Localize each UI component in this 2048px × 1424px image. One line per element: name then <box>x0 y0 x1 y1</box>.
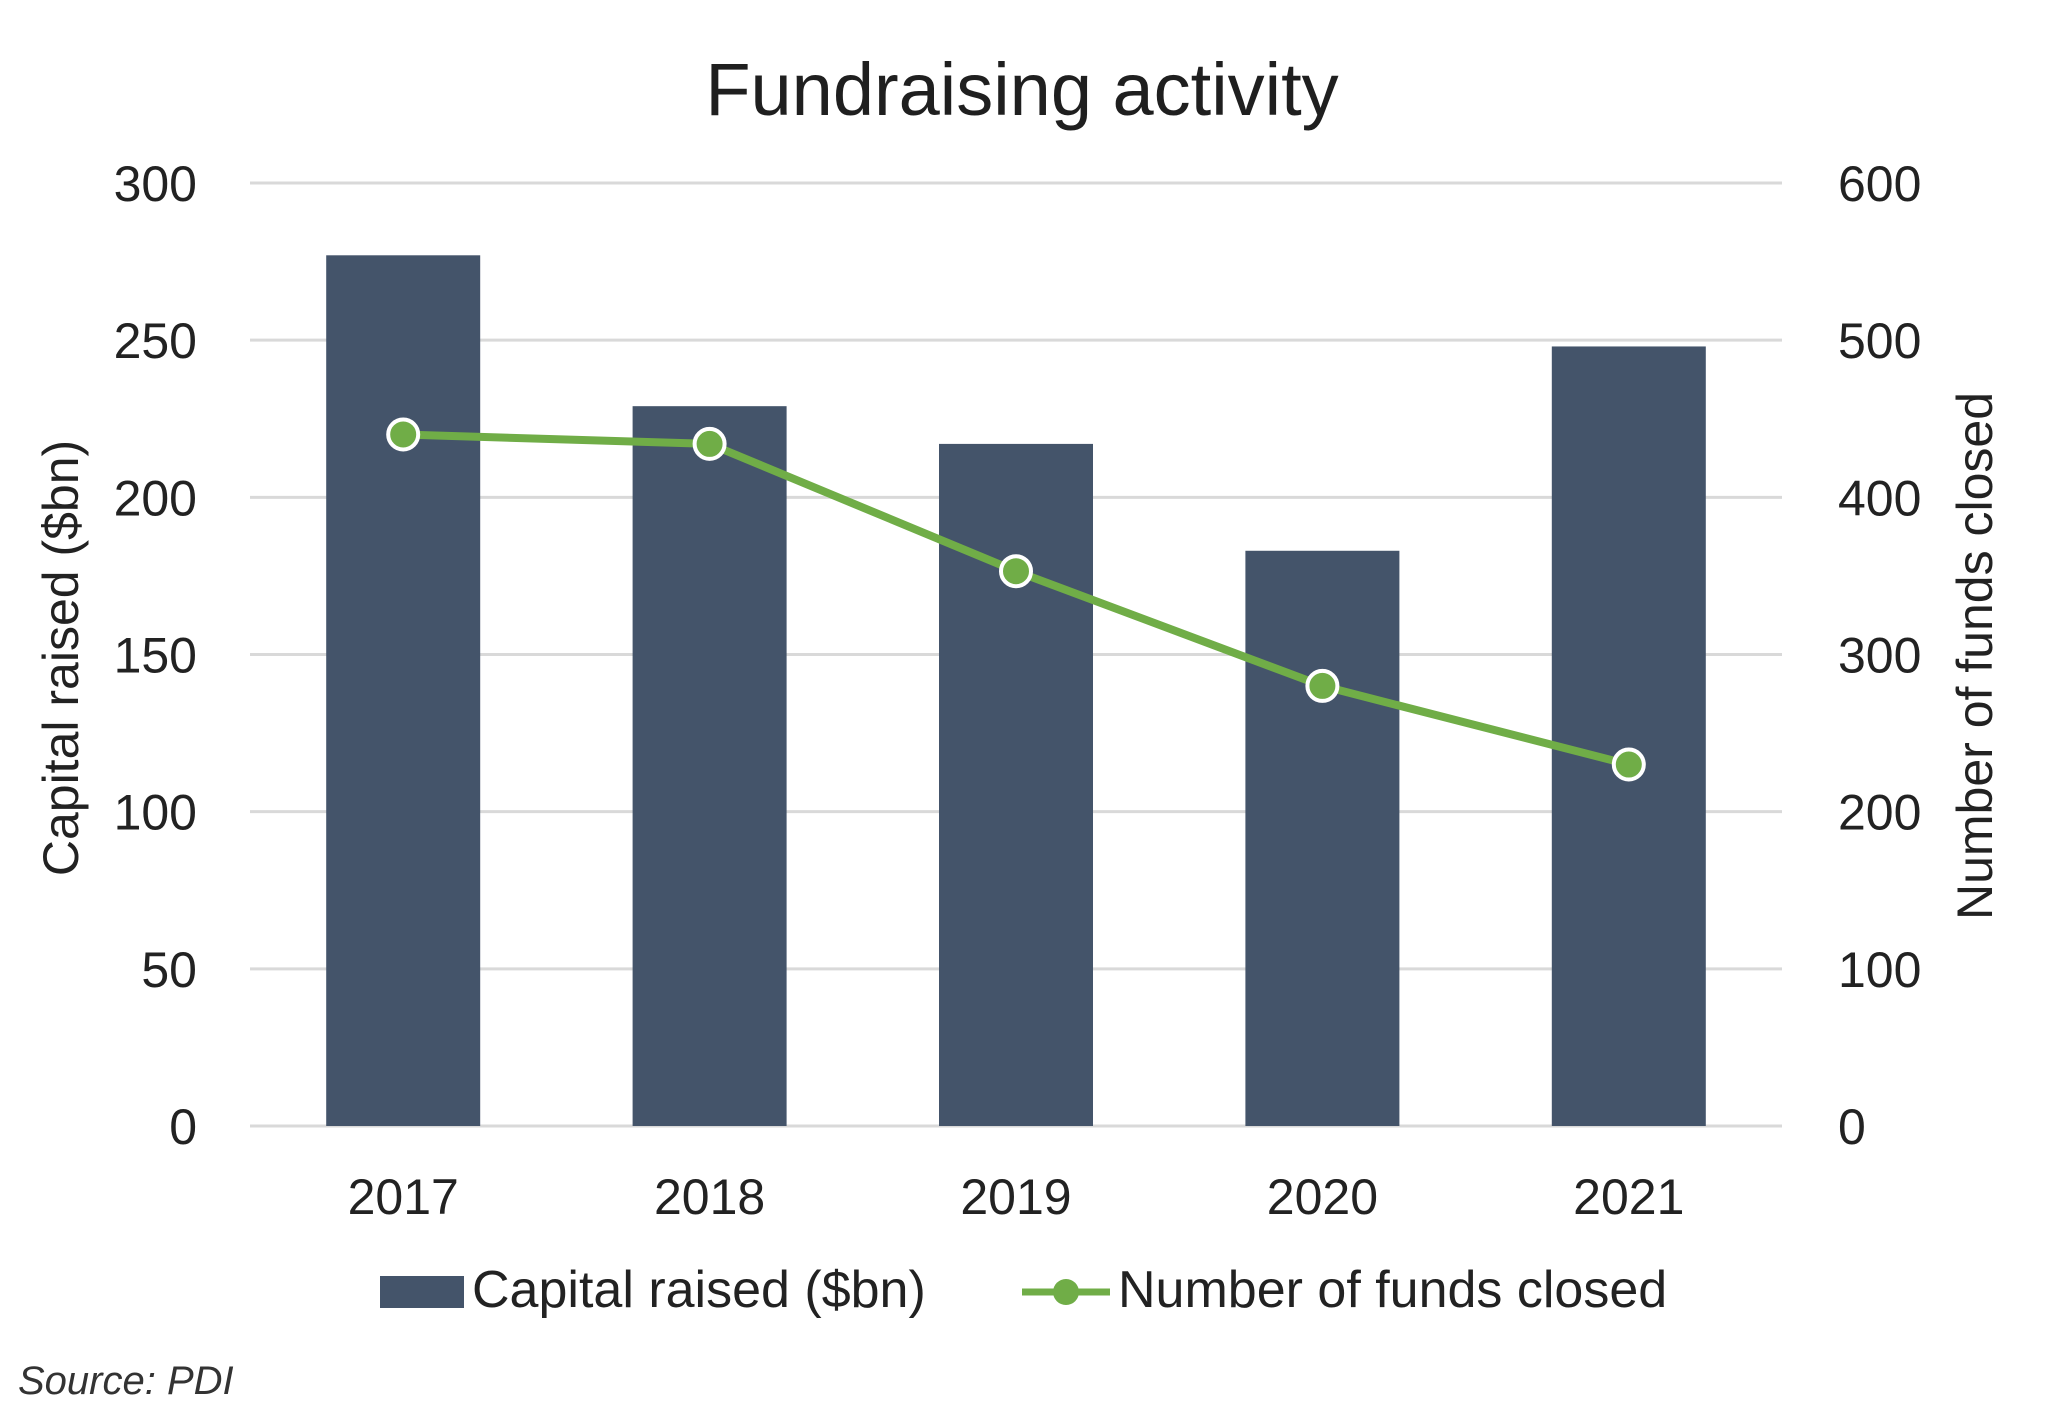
x-tick-label: 2020 <box>1267 1169 1378 1225</box>
bar-2020 <box>1245 550 1400 1126</box>
point-2018 <box>692 426 727 461</box>
y-tick-label-left: 250 <box>114 313 197 369</box>
bar-2017 <box>326 255 481 1127</box>
line-series <box>386 417 1646 782</box>
bar-series <box>326 255 1706 1127</box>
y-tick-label-right: 300 <box>1838 628 1921 684</box>
legend-label-line: Number of funds closed <box>1118 1261 1667 1319</box>
bar-2018 <box>632 406 787 1127</box>
y-tick-label-right: 100 <box>1838 942 1921 998</box>
right-axis-ticks: 0 100 200 300 400 500 600 <box>1838 156 1921 1155</box>
point-2017 <box>386 417 421 452</box>
point-2019 <box>999 554 1033 589</box>
y-tick-label-right: 400 <box>1838 470 1921 526</box>
y-tick-label-right: 500 <box>1838 313 1921 369</box>
x-tick-label: 2019 <box>960 1169 1071 1225</box>
bar-2021 <box>1551 346 1706 1126</box>
x-tick-label: 2017 <box>348 1169 459 1225</box>
x-axis-ticks: 2017 2018 2019 2020 2021 <box>348 1169 1685 1225</box>
y-tick-label-left: 300 <box>114 156 197 212</box>
source-note: Source: PDI <box>18 1359 234 1403</box>
x-tick-label: 2021 <box>1573 1169 1684 1225</box>
legend-label-bar: Capital raised ($bn) <box>472 1261 926 1319</box>
chart-title: Fundraising activity <box>705 48 1338 131</box>
y-axis-label-left: Capital raised ($bn) <box>33 440 89 876</box>
y-tick-label-left: 50 <box>141 942 197 998</box>
point-2020 <box>1305 668 1340 703</box>
left-axis-ticks: 0 50 100 150 200 250 300 <box>114 156 197 1155</box>
y-tick-label-left: 100 <box>114 785 197 841</box>
point-2021 <box>1611 747 1646 782</box>
legend-marker <box>1053 1279 1079 1305</box>
y-tick-label-left: 200 <box>114 470 197 526</box>
y-tick-label-right: 600 <box>1838 156 1921 212</box>
y-tick-label-right: 0 <box>1838 1099 1866 1155</box>
y-tick-label-left: 0 <box>169 1099 197 1155</box>
x-tick-label: 2018 <box>654 1169 765 1225</box>
y-tick-label-right: 200 <box>1838 785 1921 841</box>
legend-swatch-bar <box>380 1276 464 1308</box>
y-tick-label-left: 150 <box>114 628 197 684</box>
y-axis-label-right: Number of funds closed <box>1947 392 2003 920</box>
legend: Capital raised ($bn) Number of funds clo… <box>380 1261 1667 1319</box>
